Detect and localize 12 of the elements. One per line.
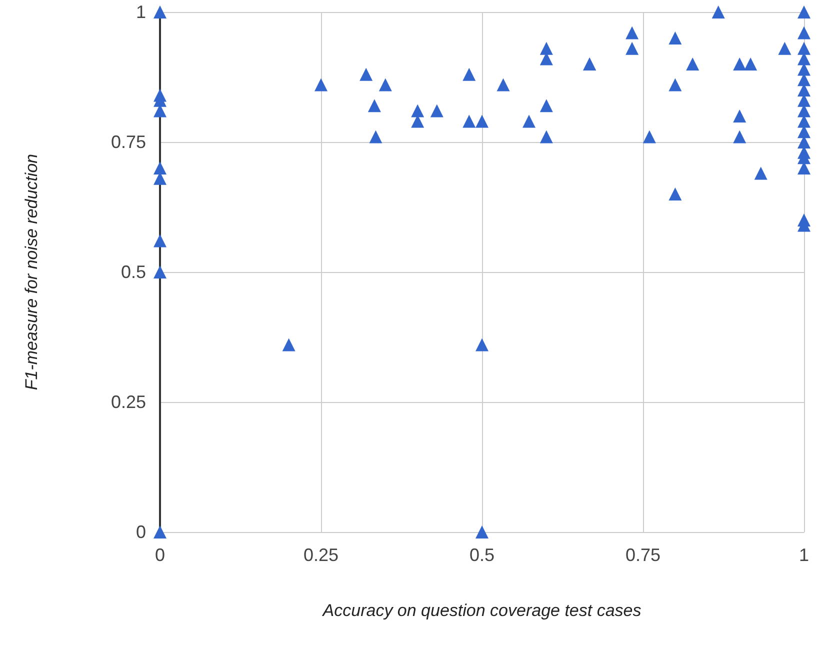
y-tick-label: 0.5 [120, 262, 146, 282]
y-tick-label: 0.25 [110, 392, 146, 412]
y-tick-label: 0.75 [110, 132, 146, 152]
x-tick-label: 0.5 [469, 545, 495, 565]
x-axis-title: Accuracy on question coverage test cases [322, 601, 642, 620]
y-axis-title: F1-measure for noise reduction [22, 154, 41, 390]
y-tick-label: 0 [136, 522, 146, 542]
x-tick-label: 0 [154, 545, 166, 565]
x-tick-label: 0.25 [303, 545, 339, 565]
y-tick-label: 1 [136, 2, 146, 22]
x-tick-label: 1 [798, 545, 810, 565]
x-tick-label: 0.75 [625, 545, 661, 565]
